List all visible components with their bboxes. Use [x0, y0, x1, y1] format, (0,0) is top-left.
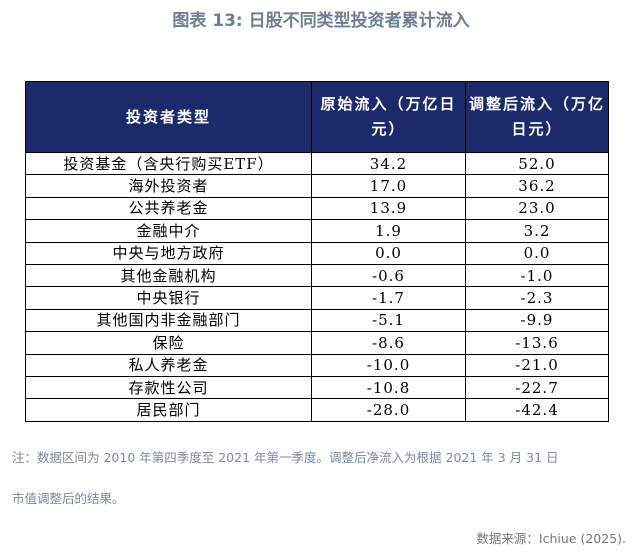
table-row: 其他国内非金融部门 -5.1 -9.9 — [25, 308, 609, 333]
table-row: 存款性公司 -10.8 -22.7 — [25, 375, 609, 400]
investor-type-cell: 居民部门 — [25, 398, 312, 422]
investor-type-cell: 中央银行 — [25, 286, 312, 310]
investor-flows-table: 投资者类型 原始流入（万亿日元） 调整后流入（万亿日元） 投资基金（含央行购买E… — [25, 81, 609, 422]
raw-inflow-cell: 1.9 — [311, 219, 466, 243]
raw-inflow-cell: 17.0 — [311, 174, 466, 198]
table-header-row: 投资者类型 原始流入（万亿日元） 调整后流入（万亿日元） — [25, 81, 609, 153]
investor-type-cell: 公共养老金 — [25, 196, 312, 221]
table-row: 保险 -8.6 -13.6 — [25, 331, 609, 355]
table-row: 居民部门 -28.0 -42.4 — [25, 398, 609, 422]
figure-title: 图表 13: 日股不同类型投资者累计流入 — [172, 11, 470, 31]
raw-inflow-cell: -28.0 — [311, 398, 466, 422]
raw-inflow-cell: 34.2 — [311, 151, 466, 176]
adjusted-inflow-cell: -2.3 — [465, 286, 609, 310]
raw-inflow-cell: -1.7 — [311, 286, 466, 310]
investor-type-cell: 其他国内非金融部门 — [25, 308, 312, 333]
header-investor-type: 投资者类型 — [25, 81, 312, 153]
table-row: 投资基金（含央行购买ETF） 34.2 52.0 — [25, 151, 609, 176]
table-row: 私人养老金 -10.0 -21.0 — [25, 353, 609, 377]
adjusted-inflow-cell: 3.2 — [465, 219, 609, 243]
adjusted-inflow-cell: -1.0 — [465, 263, 609, 288]
table-row: 金融中介 1.9 3.2 — [25, 219, 609, 243]
investor-type-cell: 中央与地方政府 — [25, 241, 312, 265]
investor-type-cell: 海外投资者 — [25, 174, 312, 198]
raw-inflow-cell: -5.1 — [311, 308, 466, 333]
adjusted-inflow-cell: 36.2 — [465, 174, 609, 198]
adjusted-inflow-cell: -21.0 — [465, 353, 609, 377]
investor-type-cell: 投资基金（含央行购买ETF） — [25, 151, 312, 176]
raw-inflow-cell: -0.6 — [311, 263, 466, 288]
raw-inflow-cell: -10.8 — [311, 375, 466, 400]
raw-inflow-cell: 0.0 — [311, 241, 466, 265]
adjusted-inflow-cell: 23.0 — [465, 196, 609, 221]
investor-type-cell: 保险 — [25, 331, 312, 355]
investor-type-cell: 其他金融机构 — [25, 263, 312, 288]
investor-type-cell: 金融中介 — [25, 219, 312, 243]
table-row: 其他金融机构 -0.6 -1.0 — [25, 263, 609, 288]
adjusted-inflow-cell: 52.0 — [465, 151, 609, 176]
header-raw-inflow: 原始流入（万亿日元） — [311, 81, 466, 153]
adjusted-inflow-cell: -13.6 — [465, 331, 609, 355]
adjusted-inflow-cell: 0.0 — [465, 241, 609, 265]
investor-type-cell: 私人养老金 — [25, 353, 312, 377]
header-adjusted-inflow: 调整后流入（万亿日元） — [465, 81, 609, 153]
adjusted-inflow-cell: -9.9 — [465, 308, 609, 333]
note-line-1: 注：数据区间为 2010 年第四季度至 2021 年第一季度。调整后净流入为根据… — [12, 450, 559, 465]
table-row: 中央与地方政府 0.0 0.0 — [25, 241, 609, 265]
raw-inflow-cell: -8.6 — [311, 331, 466, 355]
adjusted-inflow-cell: -22.7 — [465, 375, 609, 400]
table-row: 海外投资者 17.0 36.2 — [25, 174, 609, 198]
table-row: 公共养老金 13.9 23.0 — [25, 196, 609, 221]
adjusted-inflow-cell: -42.4 — [465, 398, 609, 422]
table-row: 中央银行 -1.7 -2.3 — [25, 286, 609, 310]
source-text: 数据来源：Ichiue (2025). — [476, 531, 626, 546]
raw-inflow-cell: 13.9 — [311, 196, 466, 221]
investor-type-cell: 存款性公司 — [25, 375, 312, 400]
note-line-2: 市值调整后的结果。 — [12, 491, 125, 506]
raw-inflow-cell: -10.0 — [311, 353, 466, 377]
